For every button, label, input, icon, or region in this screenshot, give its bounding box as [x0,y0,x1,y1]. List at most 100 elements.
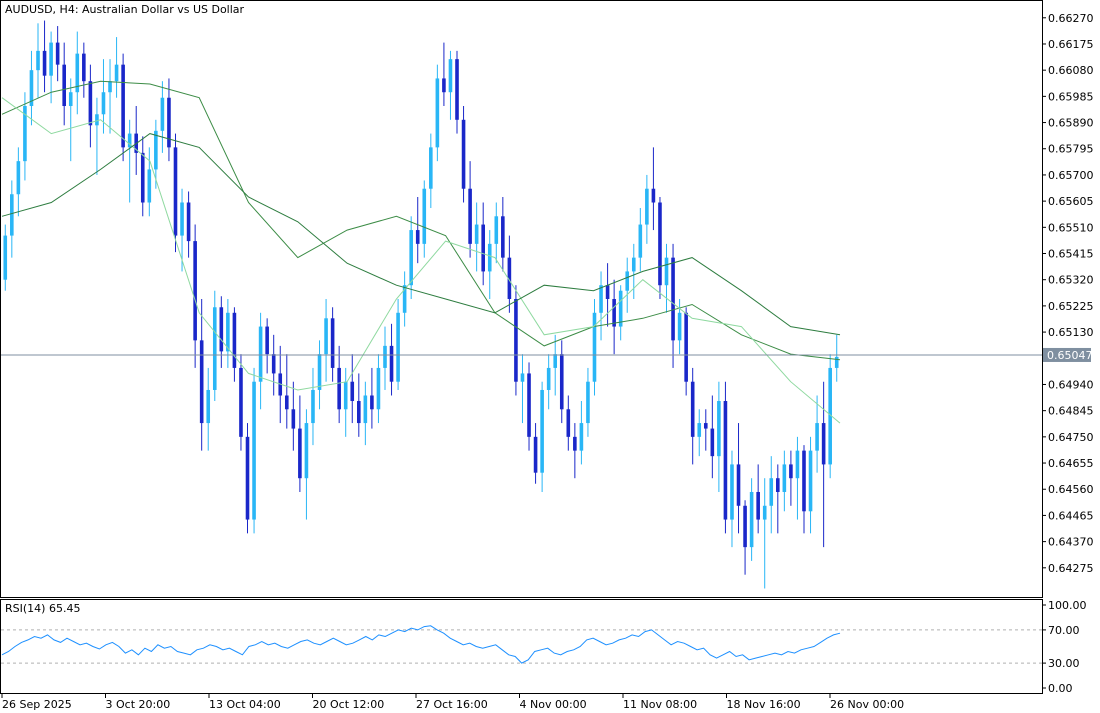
candle-body [579,423,584,451]
candle [559,340,564,424]
candle [324,299,328,382]
time-tick-label: 26 Sep 2025 [2,698,72,711]
candle-body [592,312,597,382]
candle-body [651,188,656,203]
candle-body [736,464,741,506]
candle [605,263,610,327]
candle-body [671,257,675,341]
candle [186,191,191,258]
candle-body [304,423,309,479]
price-tick-label: 0.66175 [1048,38,1094,51]
candle-body [808,450,813,512]
candle-body [448,59,453,93]
current-price-label: 0.65047 [1047,349,1093,362]
candle-body [494,216,499,244]
rsi-label: RSI(14) 65.45 [5,602,80,615]
candle-body [703,423,708,429]
candle [546,354,551,410]
candle-body [108,81,112,93]
candle-body [337,367,341,410]
candle-body [802,450,806,512]
candle [815,395,819,473]
rsi-line [1,625,841,664]
candle-body [350,381,355,402]
candle [147,147,152,217]
candle [599,271,603,341]
candle [304,409,309,520]
candle-body [677,312,682,341]
candle [108,59,112,134]
candle [474,202,479,272]
candle [481,202,485,286]
candle [494,202,499,264]
candle [586,367,590,437]
candle [762,478,767,589]
candle-body [291,409,296,429]
candle-body [618,290,623,327]
time-tick-label: 20 Oct 12:00 [313,698,385,711]
candle-body [776,478,780,492]
price-tick-label: 0.65415 [1048,248,1094,261]
candle [743,500,747,575]
time-tick-label: 11 Nov 08:00 [623,698,697,711]
candle [514,285,518,396]
candle [167,78,171,162]
candle-body [540,389,544,473]
rsi-tick-label: 100.00 [1048,599,1087,612]
candle [245,423,250,534]
candle [808,436,813,534]
candle-body [55,42,60,65]
candle-body [553,354,558,368]
candle [776,464,780,534]
candle [370,367,374,429]
candle [206,367,211,451]
time-tick-label: 26 Nov 00:00 [830,698,904,711]
candle-body [3,235,8,280]
price-tick-label: 0.64275 [1048,562,1094,575]
candle-body [507,257,512,299]
candle-body [62,64,66,107]
candle [55,26,60,82]
candle [566,395,571,451]
candle [330,307,335,382]
candle-body [468,188,472,244]
candle [573,423,577,479]
candle [527,362,531,451]
rsi-tick-label: 0.00 [1048,682,1073,695]
candle-body [573,436,577,451]
candle-body [828,367,832,465]
candle-body [664,257,669,286]
moving-average-line-2 [1,97,841,424]
candle [337,345,341,424]
candle [212,290,217,402]
candle-body [324,318,328,355]
candle-body [212,307,217,390]
candle-body [180,202,184,236]
price-tick-label: 0.64370 [1048,536,1094,549]
candle-body [566,409,571,437]
candle-body [154,130,158,170]
candle-body [749,491,754,548]
candle [62,42,66,126]
candle [3,224,8,291]
candle [284,354,289,429]
candle [219,296,224,368]
candles-layer [3,20,839,589]
candle [435,64,440,162]
candle [88,64,93,148]
price-axis: 0.66270 0.66175 0.66080 0.65985 0.65890 0.657… [1042,12,1094,575]
candle-body [474,224,479,244]
price-tick-label: 0.65320 [1048,274,1094,287]
candle [402,271,407,327]
candle-body [717,401,721,457]
candle [409,216,413,299]
candle [10,180,14,258]
rsi-layer: 100.00 70.00 30.00 0.00 [1,599,1087,695]
candle [311,367,315,446]
candle-body [239,367,243,437]
candle [645,174,649,244]
candle-body [186,202,191,242]
candle-body [121,64,125,148]
candle [782,450,787,512]
candle-body [625,271,630,291]
